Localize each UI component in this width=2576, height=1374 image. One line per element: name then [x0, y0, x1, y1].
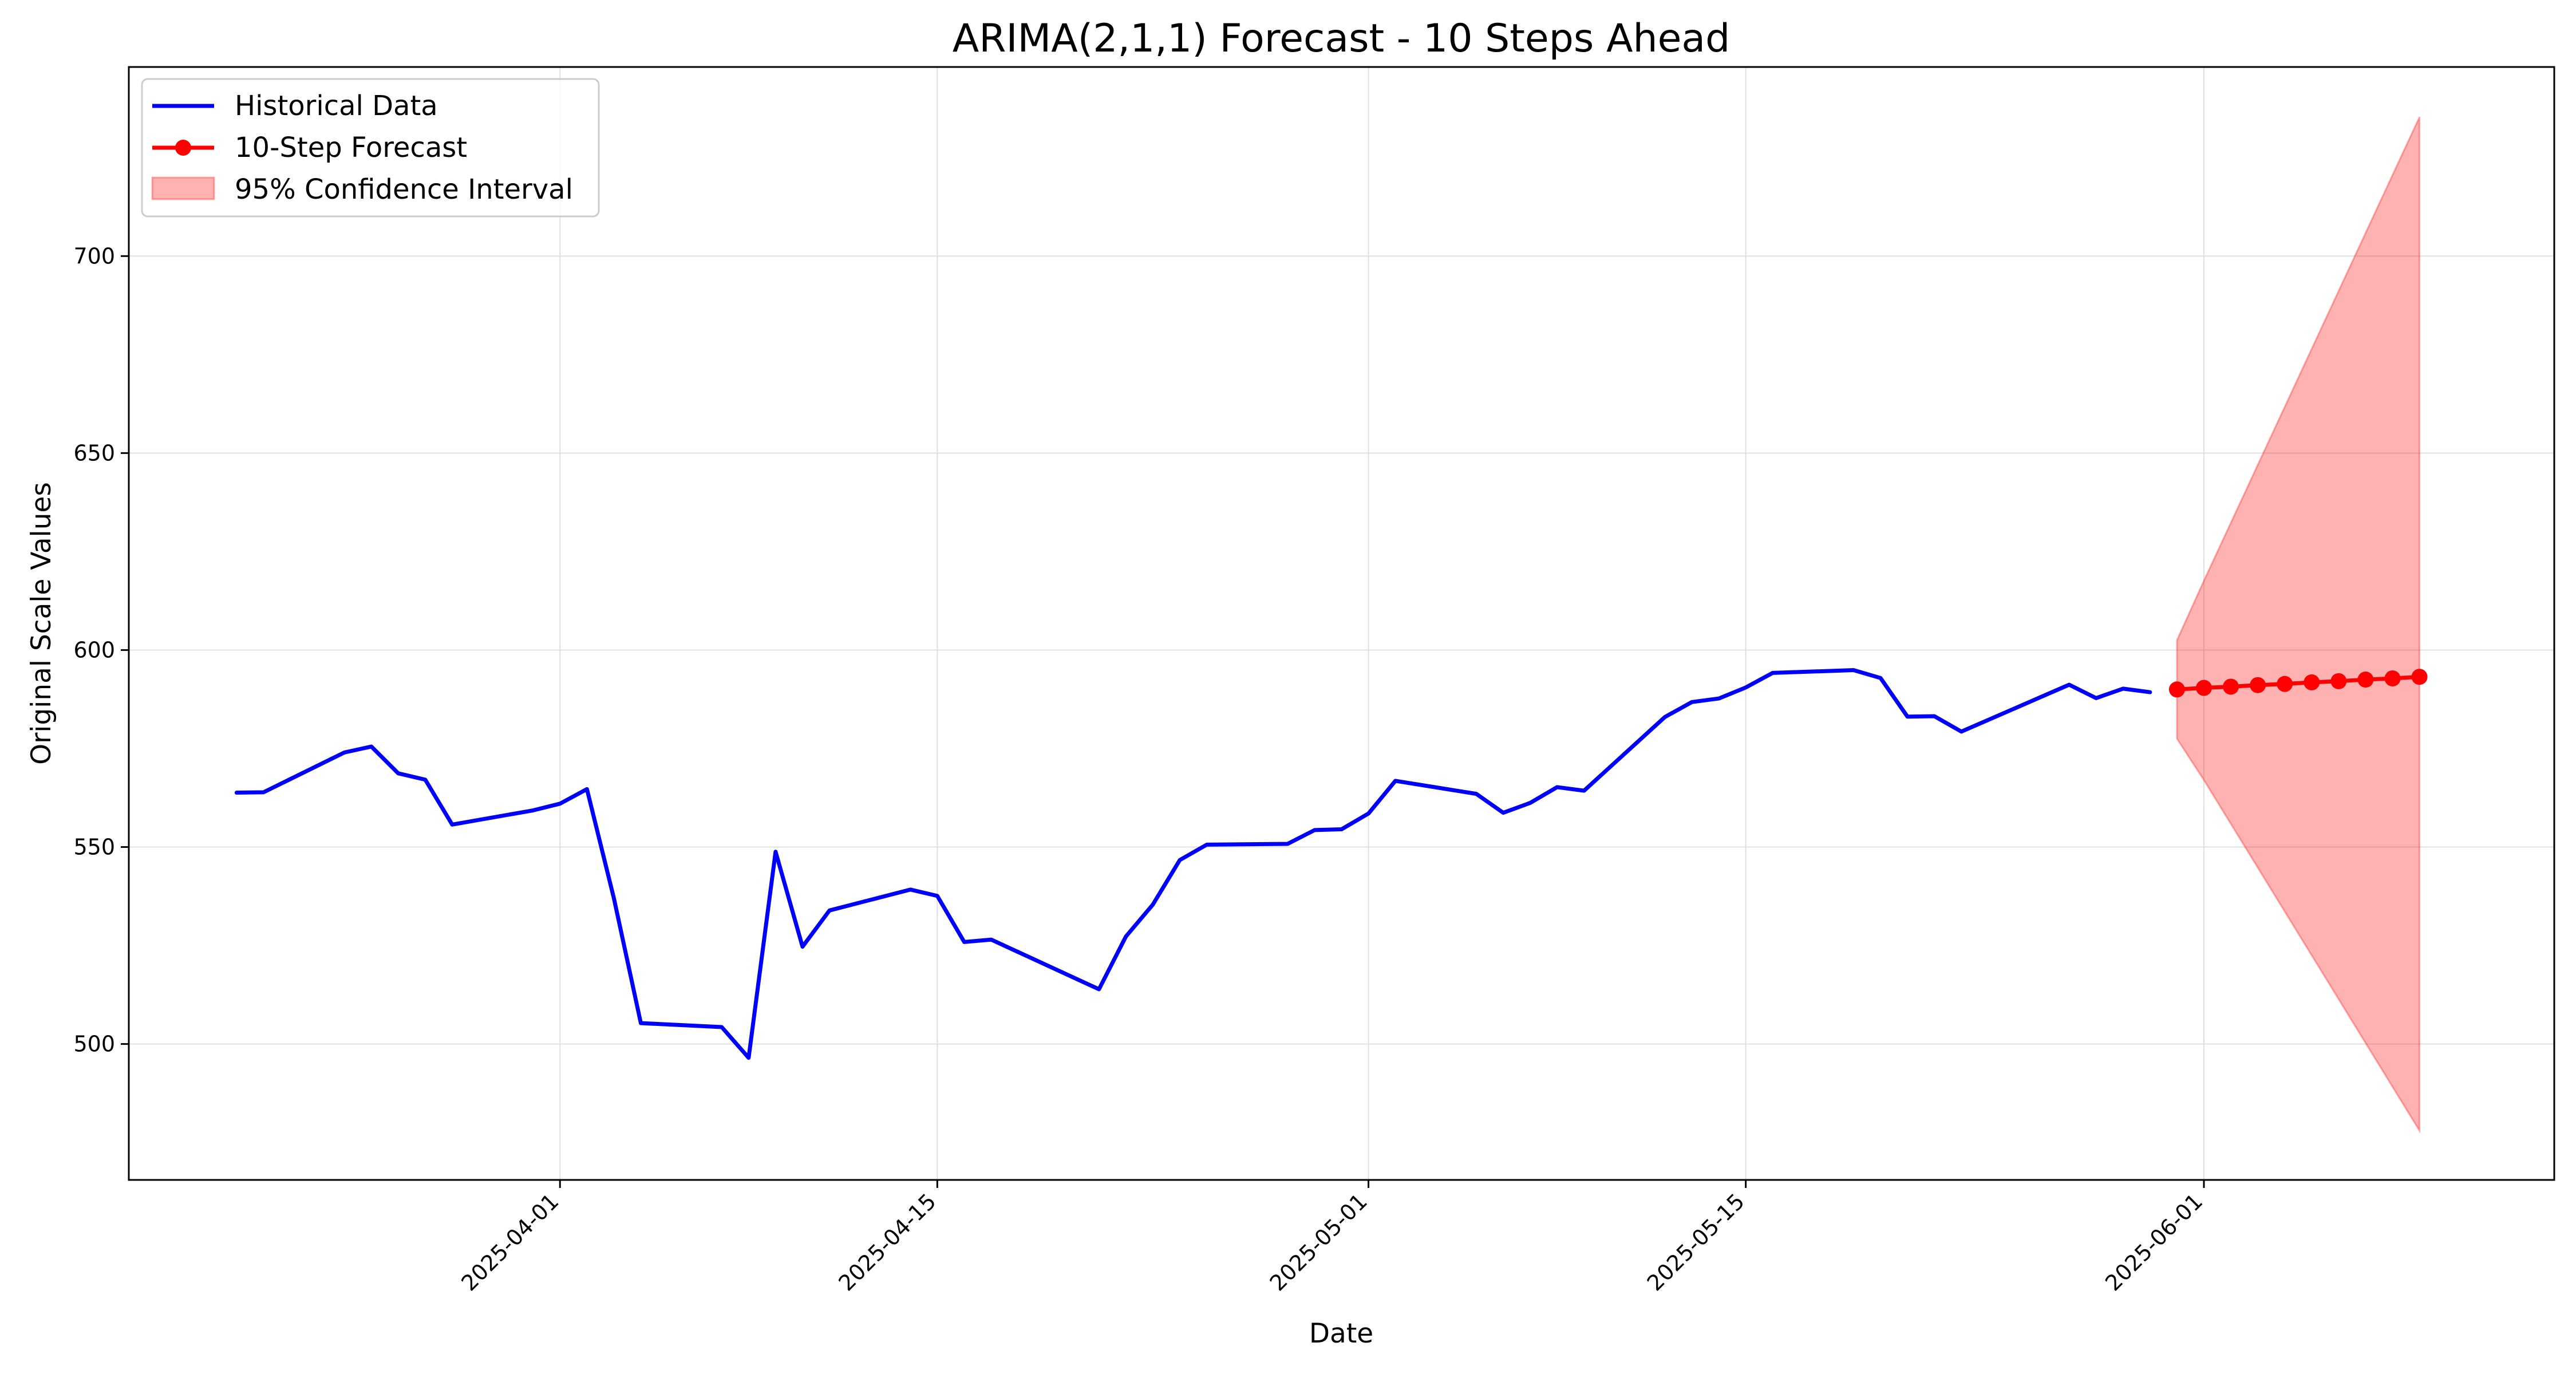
legend-box	[141, 78, 600, 218]
legend: Historical Data 10-Step Forecast 95% Con…	[141, 78, 600, 218]
x-axis-label: Date	[1309, 1318, 1373, 1349]
forecast-point	[2223, 678, 2239, 695]
y-tick-label: 650	[73, 440, 115, 465]
y-tick-label: 550	[73, 835, 115, 860]
legend-label-confidence: 95% Confidence Interval	[235, 173, 573, 206]
forecast-point	[2168, 681, 2185, 698]
y-axis-ticks: 500 550 600 650 700	[73, 243, 129, 1057]
forecast-point	[2357, 672, 2374, 688]
legend-swatch-forecast-marker	[175, 140, 191, 156]
forecast-point	[2411, 669, 2428, 685]
forecast-point	[2250, 677, 2266, 693]
forecast-point	[2195, 680, 2212, 696]
legend-label-forecast: 10-Step Forecast	[235, 132, 467, 164]
forecast-point	[2384, 670, 2401, 686]
forecast-point	[2277, 676, 2293, 692]
confidence-band-layer	[2176, 116, 2421, 1134]
y-axis-label: Original Scale Values	[26, 482, 57, 765]
y-tick-label: 500	[73, 1032, 115, 1057]
chart-title: ARIMA(2,1,1) Forecast - 10 Steps Ahead	[953, 16, 1730, 61]
y-tick-label: 700	[73, 243, 115, 269]
grid-layer	[129, 67, 2554, 1180]
series-layer	[234, 668, 2428, 1060]
historical-line	[234, 668, 2152, 1060]
plot-frame	[128, 66, 2555, 1181]
confidence-band	[2176, 116, 2421, 1134]
y-tick-label: 600	[73, 637, 115, 662]
forecast-point	[2330, 673, 2347, 689]
forecast-line	[2175, 674, 2422, 692]
legend-swatch-confidence	[151, 176, 215, 200]
forecast-point	[2304, 674, 2320, 690]
legend-label-historical: Historical Data	[235, 90, 438, 122]
